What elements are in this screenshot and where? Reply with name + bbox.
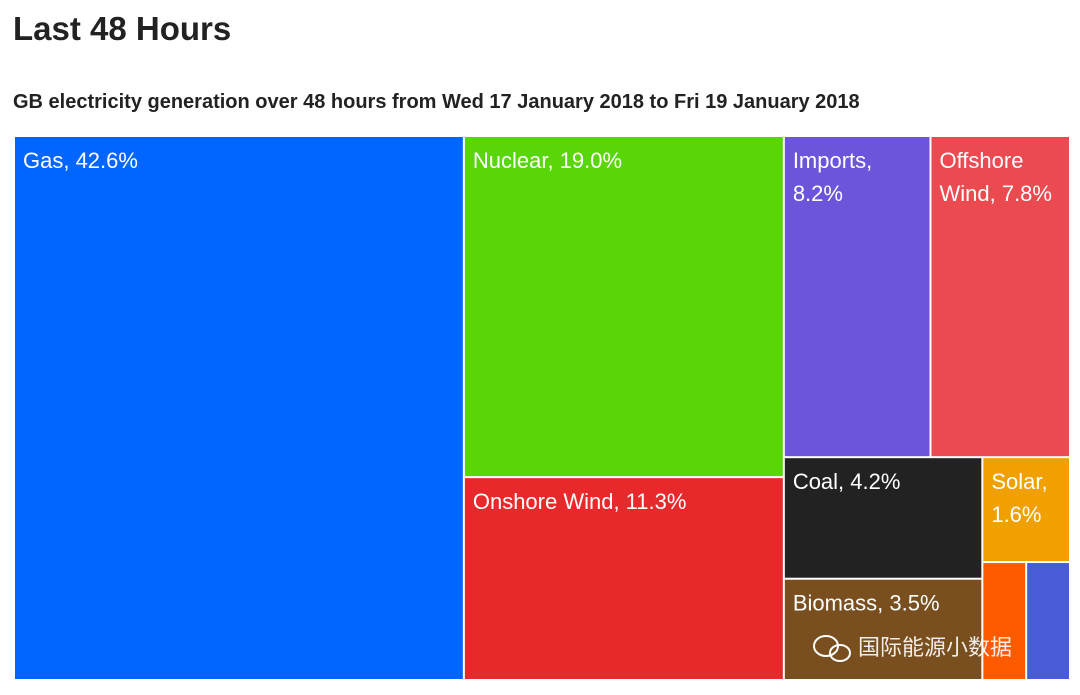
treemap: Gas, 42.6% Nuclear, 19.0% Onshore Wind, 11… [15,137,1069,679]
tile [784,458,982,578]
tile [983,563,1026,679]
tile [464,478,783,679]
tile-label: Solar, 1.6% [991,469,1053,527]
tile-label: Gas, 42.6% [23,148,138,173]
page-title: Last 48 Hours [13,10,231,47]
tile-label: Offshore Wind, 7.8% [939,148,1052,206]
tile-label: Onshore Wind, 11.3% [473,489,687,514]
tile-label: Nuclear, 19.0% [473,148,622,173]
tile-label: Imports, 8.2% [793,148,879,206]
tile-label: Biomass, 3.5% [793,591,940,616]
chart-title: GB electricity generation over 48 hours … [13,91,860,113]
tile [784,137,930,457]
watermark-icon [829,644,851,662]
tile [784,579,982,679]
tile [464,137,783,477]
tile [983,458,1069,562]
watermark-group: 国际能源小数据 [813,635,1012,662]
tile-label: Coal, 4.2% [793,469,901,494]
watermark: 国际能源小数据 [858,635,1012,660]
tile [15,137,463,679]
tile [1027,563,1069,679]
tile [931,137,1069,457]
